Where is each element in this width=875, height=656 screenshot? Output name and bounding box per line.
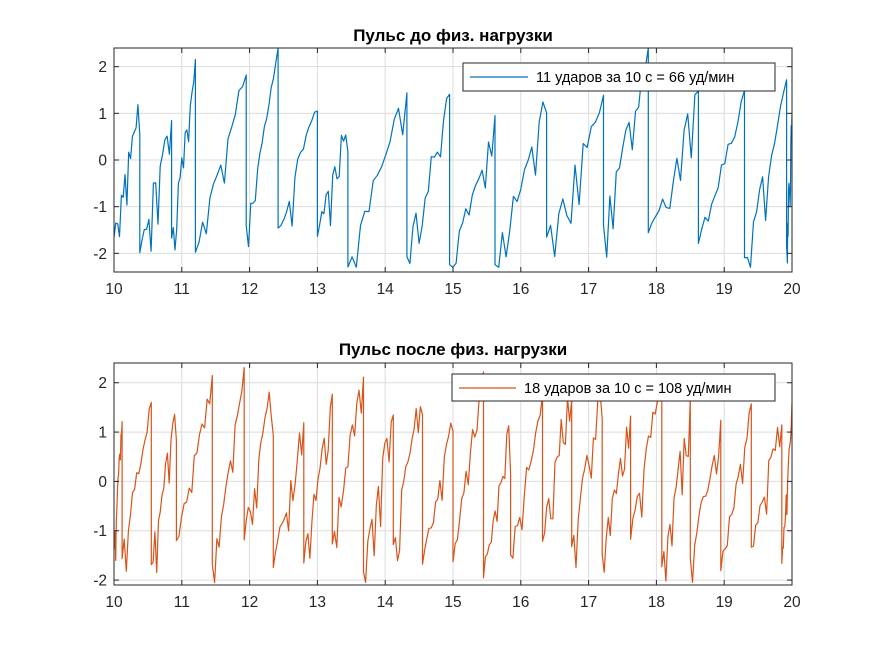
y-tick-label: -1 — [93, 523, 107, 540]
x-tick-label: 16 — [512, 281, 529, 298]
x-tick-label: 14 — [377, 594, 395, 611]
x-tick-label: 14 — [377, 281, 395, 298]
y-tick-label: 1 — [98, 106, 107, 123]
legend[interactable]: 18 ударов за 10 с = 108 уд/мин — [451, 373, 776, 402]
x-tick-label: 20 — [783, 281, 801, 298]
x-tick-label: 11 — [174, 594, 190, 611]
y-tick-label: 0 — [98, 153, 107, 170]
x-tick-label: 12 — [241, 281, 258, 298]
x-tick-label: 19 — [716, 281, 733, 298]
x-tick-label: 17 — [580, 594, 597, 611]
x-tick-label: 11 — [174, 281, 190, 298]
y-tick-label: 2 — [98, 59, 107, 76]
x-tick-label: 10 — [105, 281, 123, 298]
chart-title: Пульс до физ. нагрузки — [353, 26, 553, 45]
y-tick-label: -2 — [93, 246, 107, 263]
x-tick-label: 13 — [309, 281, 326, 298]
chart-title: Пульс после физ. нагрузки — [339, 340, 567, 359]
y-tick-label: 1 — [98, 425, 107, 442]
series-group — [114, 367, 792, 584]
x-tick-label: 12 — [241, 594, 258, 611]
y-tick-label: 2 — [98, 375, 107, 392]
x-tick-label: 15 — [444, 281, 461, 298]
x-tick-label: 19 — [716, 594, 733, 611]
legend[interactable]: 11 ударов за 10 с = 66 уд/мин — [462, 62, 776, 92]
x-tick-label: 16 — [512, 594, 529, 611]
y-tick-label: 0 — [98, 474, 107, 491]
series-line — [114, 367, 792, 584]
x-tick-label: 13 — [309, 594, 326, 611]
series-group — [114, 48, 792, 268]
legend-entry: 18 ударов за 10 с = 108 уд/мин — [524, 381, 732, 397]
legend-entry: 11 ударов за 10 с = 66 уд/мин — [536, 70, 734, 86]
x-tick-label: 10 — [105, 594, 123, 611]
series-line — [114, 48, 792, 268]
x-tick-label: 18 — [648, 594, 665, 611]
x-tick-label: 20 — [783, 594, 801, 611]
y-tick-label: -1 — [93, 199, 107, 216]
x-tick-label: 18 — [648, 281, 665, 298]
y-tick-label: -2 — [93, 573, 107, 590]
x-tick-label: 17 — [580, 281, 597, 298]
x-tick-label: 15 — [444, 594, 461, 611]
